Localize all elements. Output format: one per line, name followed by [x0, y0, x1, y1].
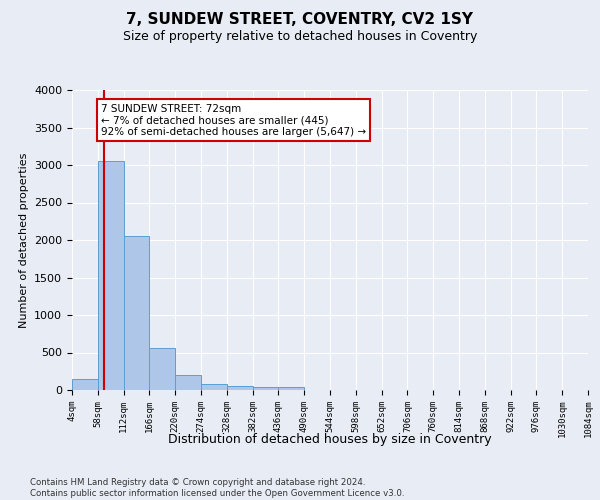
Bar: [175, 375, 201, 390]
Bar: [98, 160, 124, 390]
Bar: [253, 386, 278, 390]
Bar: [201, 384, 227, 390]
Bar: [227, 386, 253, 390]
Y-axis label: Number of detached properties: Number of detached properties: [19, 152, 29, 328]
Text: Contains HM Land Registry data © Crown copyright and database right 2024.
Contai: Contains HM Land Registry data © Crown c…: [30, 478, 404, 498]
Text: Distribution of detached houses by size in Coventry: Distribution of detached houses by size …: [168, 432, 492, 446]
Bar: [149, 348, 175, 390]
Bar: [72, 379, 98, 390]
Text: Size of property relative to detached houses in Coventry: Size of property relative to detached ho…: [123, 30, 477, 43]
Bar: [124, 236, 149, 390]
Bar: [278, 386, 304, 390]
Text: 7 SUNDEW STREET: 72sqm
← 7% of detached houses are smaller (445)
92% of semi-det: 7 SUNDEW STREET: 72sqm ← 7% of detached …: [101, 104, 366, 136]
Text: 7, SUNDEW STREET, COVENTRY, CV2 1SY: 7, SUNDEW STREET, COVENTRY, CV2 1SY: [127, 12, 473, 28]
